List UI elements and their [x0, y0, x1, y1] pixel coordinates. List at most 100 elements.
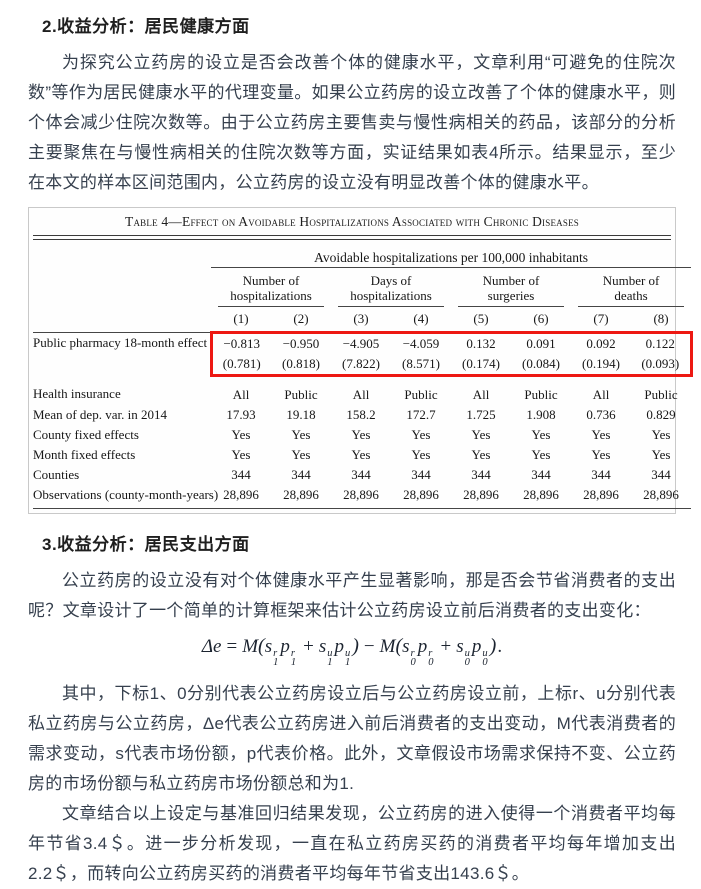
formula-token: Δe [201, 635, 222, 657]
table-cell: (7.822) [331, 353, 391, 377]
table-column-number: (4) [391, 307, 451, 333]
table-cell: (0.174) [451, 353, 511, 377]
table-row: Health insurance All Public All Public All Pub… [33, 375, 691, 405]
formula-token: . [497, 635, 503, 657]
table-cell: 172.7 [406, 406, 436, 422]
table-group-header-line: hospitalizations [230, 287, 312, 303]
table-cell: Yes [471, 426, 491, 442]
table-row-label: Mean of dep. var. in 2014 [33, 406, 167, 422]
table4: Avoidable hospitalizations per 100,000 i… [33, 248, 693, 509]
table-cell: All [232, 386, 250, 402]
table-group-header-line: Number of [482, 272, 540, 288]
formula-token: ( [395, 634, 403, 657]
table-cell: (0.093) [631, 353, 693, 377]
paragraph-health-analysis: 为探究公立药房的设立是否会改善个体的健康水平，文章利用“可避免的住院次数”等作为… [28, 53, 676, 192]
table-cell: 19.18 [286, 406, 316, 422]
table-cell: All [472, 386, 490, 402]
table-cell: −0.813 [209, 330, 271, 354]
table-cell: Yes [471, 446, 491, 462]
formula-token: M [242, 635, 259, 657]
table-cell: Yes [351, 426, 371, 442]
table-cell: Yes [531, 426, 551, 442]
formula-token: + [440, 635, 452, 657]
table-cell: 1.725 [466, 406, 496, 422]
table-cell: 344 [651, 466, 671, 482]
formula-token: = [226, 635, 238, 657]
table-group-header: Number of deaths [571, 267, 691, 308]
table-row-label: County fixed effects [33, 426, 139, 442]
table-cell: 0.829 [646, 406, 676, 422]
table-group-header-line: deaths [614, 287, 648, 303]
table-group-header: Number of surgeries [451, 267, 571, 308]
table-cell: (0.194) [571, 353, 631, 377]
table-cell: 344 [351, 466, 371, 482]
table-cell: 28,896 [451, 484, 511, 509]
table-group-header-line: hospitalizations [350, 287, 432, 303]
table-cell: 1.908 [526, 406, 556, 422]
table-group-header: Days of hospitalizations [331, 267, 451, 308]
table-row-label: Counties [33, 466, 80, 482]
table-column-number: (8) [631, 307, 692, 333]
table-cell: (8.571) [391, 353, 451, 377]
table-cell: Yes [531, 446, 551, 462]
table-cell: 0.092 [571, 330, 631, 354]
table-cell: −0.950 [271, 330, 331, 354]
table-column-number: (6) [511, 307, 571, 333]
table4-container: Table 4—Effect on Avoidable Hospitalizat… [28, 207, 693, 514]
table-cell: Yes [591, 446, 611, 462]
expenditure-change-formula: Δe = M(s r 1 p r 1 + s u 1 p u 1) − M(s r 0 p r 0 + s u 0 p u 0). [28, 634, 676, 668]
table-cell: 0.736 [586, 406, 616, 422]
table4-double-rule [33, 235, 671, 240]
formula-token: + [303, 635, 314, 657]
table-column-number: (3) [331, 307, 391, 333]
table-column-number-row: (1) (2) (3) (4) (5) (6) (7) (8) [33, 307, 692, 333]
table-cell: −4.905 [331, 330, 391, 354]
table-cell: Yes [231, 446, 251, 462]
table-span-header-row: Avoidable hospitalizations per 100,000 i… [33, 248, 692, 268]
table-cell: 28,896 [391, 484, 451, 509]
table-cell: (0.084) [511, 353, 571, 377]
table-row: Mean of dep. var. in 2014 17.93 19.18 158.2… [33, 405, 691, 425]
table-cell: All [592, 386, 610, 402]
table-cell: Yes [411, 426, 431, 442]
table-row: (0.781) (0.818) (7.822) (8.571) (0.174) (0.08… [33, 353, 693, 377]
table-cell: 28,896 [571, 484, 631, 509]
table-cell: (0.818) [271, 353, 331, 377]
table-cell: −4.059 [391, 330, 451, 354]
table-cell: 344 [411, 466, 431, 482]
table-cell: Public [404, 386, 438, 402]
table-column-number: (7) [571, 307, 631, 333]
table-cell: 158.2 [346, 406, 376, 422]
table-row-label: Observations (county-month-years) [33, 484, 218, 509]
table-row: Public pharmacy 18-month effect −0.813 −0.… [33, 330, 693, 354]
table4-title: Table 4—Effect on Avoidable Hospitalizat… [125, 214, 579, 229]
section-heading-benefit-health: 2.收益分析：居民健康方面 [42, 17, 250, 36]
table-group-header-line: surgeries [487, 287, 535, 303]
table-cell: Public [524, 386, 558, 402]
table-cell: 344 [231, 466, 251, 482]
table-cell: 344 [291, 466, 311, 482]
table-cell: (0.781) [209, 353, 271, 377]
table-group-header-line: Number of [602, 272, 660, 288]
table-row: Observations (county-month-years) 28,896 2… [33, 484, 692, 509]
table-span-header: Avoidable hospitalizations per 100,000 i… [211, 248, 692, 268]
table-cell: Yes [411, 446, 431, 462]
table-cell: Yes [651, 426, 671, 442]
table-cell: 17.93 [226, 406, 256, 422]
table-group-header: Number of hospitalizations [211, 267, 331, 308]
formula-token: M [379, 635, 396, 657]
table-row-label: Health insurance [33, 385, 121, 401]
formula-token: ) [352, 634, 359, 657]
table-row: Month fixed effects Yes Yes Yes Yes Yes Yes Yes… [33, 445, 691, 465]
table-row-label [33, 354, 211, 376]
table-row: County fixed effects Yes Yes Yes Yes Yes Yes Ye… [33, 425, 691, 445]
table-cell: 28,896 [271, 484, 331, 509]
table-cell: 344 [591, 466, 611, 482]
paragraph-savings-result: 文章结合以上设定与基准回归结果发现，公立药房的进入使得一个消费者平均每年节省3.… [28, 803, 676, 883]
